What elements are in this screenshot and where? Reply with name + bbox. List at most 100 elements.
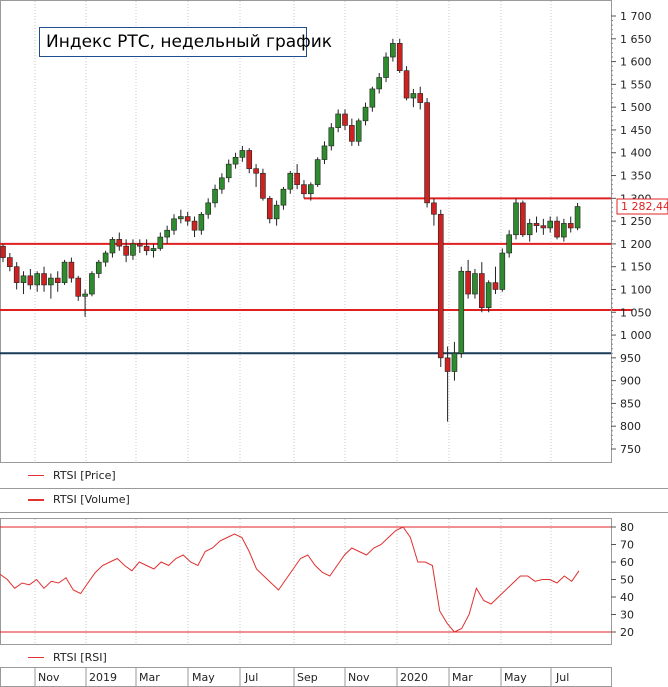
time-tick-label: Mar: [139, 671, 160, 684]
last-price-marker: 1 282,44: [616, 198, 668, 215]
rsi-tick-label: 80: [620, 521, 634, 534]
candle: [239, 145, 246, 162]
candle: [417, 86, 424, 110]
legend-volume[interactable]: RTSI [Volume]: [0, 489, 668, 511]
candle: [61, 259, 68, 285]
candles: [0, 38, 581, 422]
candle: [143, 239, 150, 256]
rsi-tick-label: 20: [620, 626, 634, 639]
candle: [137, 239, 143, 254]
candle: [294, 164, 300, 190]
candle: [444, 346, 451, 422]
candle: [109, 237, 116, 258]
candle: [355, 118, 362, 146]
rsi-tick-label: 40: [620, 591, 634, 604]
rsi-tick-label: 70: [620, 539, 634, 552]
price-tick-label: 1 100: [620, 283, 652, 296]
candle: [390, 38, 396, 62]
candle: [232, 152, 239, 169]
chart-title: Индекс РТС, недельный график: [39, 27, 332, 57]
price-tick-label: 1 000: [620, 329, 652, 342]
candle: [287, 170, 294, 194]
candle: [567, 216, 574, 233]
candle: [102, 250, 109, 267]
candle: [130, 239, 136, 260]
candle: [424, 98, 430, 208]
rsi-levels: [0, 526, 611, 633]
candle: [34, 271, 41, 292]
candle: [205, 198, 211, 219]
candle: [431, 198, 437, 226]
candle: [554, 216, 560, 240]
candle: [82, 289, 88, 317]
candle: [253, 164, 259, 187]
last-price-label: 1 282,44: [621, 200, 668, 213]
legend-rsi[interactable]: RTSI [RSI]: [0, 647, 668, 669]
candle: [499, 248, 506, 292]
price-tick-label: 1 600: [620, 56, 652, 69]
price-panel: [0, 0, 612, 463]
price-tick-label: 1 550: [620, 78, 652, 91]
candle: [540, 218, 547, 235]
candle: [396, 38, 403, 73]
candle: [123, 239, 129, 263]
price-tick-label: 1 050: [620, 306, 652, 319]
candle: [403, 66, 410, 101]
rsi-tick-label: 30: [620, 609, 634, 622]
candle: [20, 271, 27, 295]
price-swatch: [28, 475, 44, 476]
time-tick-label: Jul: [555, 671, 569, 684]
volume-swatch: [28, 499, 44, 501]
price-grid: [34, 1, 552, 462]
candle: [574, 202, 581, 231]
volume-panel[interactable]: RTSI [Volume]: [0, 488, 668, 513]
legend-price[interactable]: RTSI [Price]: [0, 465, 668, 487]
candle: [171, 214, 177, 235]
candle: [273, 200, 280, 226]
candle: [369, 86, 376, 112]
candle: [485, 280, 492, 313]
candle: [410, 88, 417, 108]
price-tick-label: 850: [620, 397, 641, 410]
candle: [526, 218, 533, 242]
candle: [95, 259, 102, 279]
candle: [219, 173, 225, 194]
candle: [314, 157, 321, 187]
candle: [41, 266, 47, 292]
candle: [478, 262, 485, 313]
candle: [492, 266, 499, 295]
candle: [547, 216, 554, 233]
candle: [349, 118, 355, 146]
candle: [54, 271, 61, 292]
candle: [328, 123, 335, 151]
legend-rsi-label: RTSI [RSI]: [53, 651, 107, 664]
candle: [0, 243, 6, 263]
time-tick-label: May: [504, 671, 527, 684]
price-axis: 1 700 1 650 1 600 1 550 1 500 1 450 1 400 1 350…: [611, 0, 652, 463]
candle: [307, 182, 314, 201]
candle: [472, 268, 478, 299]
candle: [7, 253, 13, 272]
candle: [48, 273, 54, 299]
price-tick-label: 1 500: [620, 101, 652, 114]
candle: [157, 232, 164, 251]
price-tick-label: 1 150: [620, 261, 652, 274]
time-tick-label: Nov: [348, 671, 370, 684]
candle: [301, 180, 307, 199]
candle: [184, 211, 191, 226]
candle: [178, 209, 184, 224]
price-tick-label: 1 250: [620, 215, 652, 228]
time-tick-label: Mar: [452, 671, 473, 684]
price-tick-label: 1 200: [620, 238, 652, 251]
candle: [89, 271, 95, 297]
candle: [225, 159, 232, 183]
candle: [280, 186, 287, 210]
price-tick-label: 750: [620, 443, 641, 456]
legend-price-label: RTSI [Price]: [53, 469, 116, 482]
legend-volume-label: RTSI [Volume]: [53, 493, 130, 506]
time-tick-label: Sep: [297, 671, 318, 684]
candle: [513, 198, 519, 240]
price-tick-label: 1 700: [620, 10, 652, 23]
candle: [506, 230, 512, 258]
